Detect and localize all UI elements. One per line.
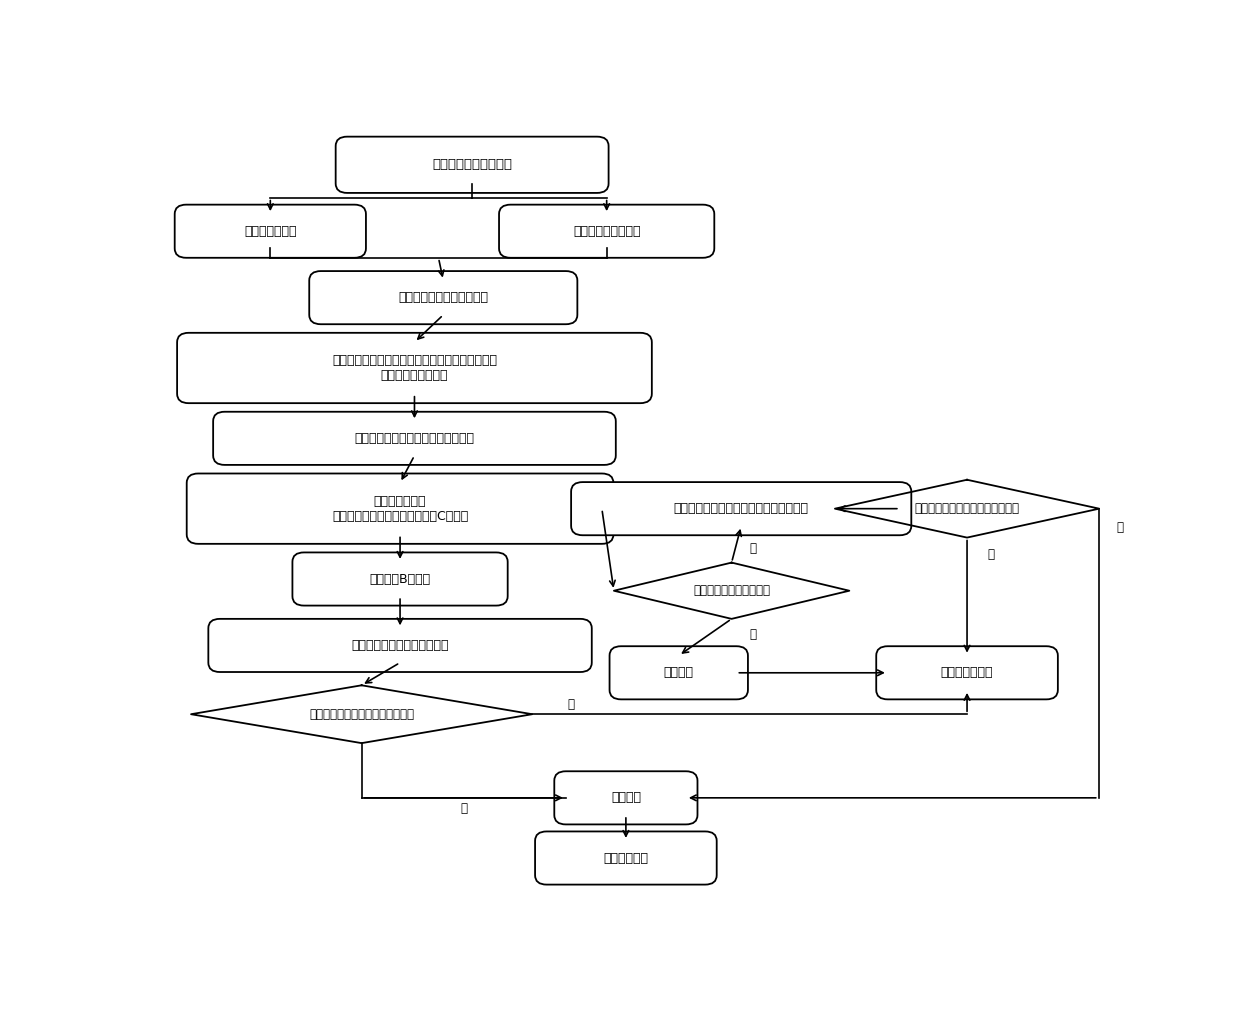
FancyBboxPatch shape <box>498 205 714 258</box>
Text: 网格中心为原点: 网格中心为原点 <box>244 224 296 238</box>
FancyBboxPatch shape <box>536 831 717 885</box>
FancyBboxPatch shape <box>175 205 366 258</box>
Polygon shape <box>614 562 849 619</box>
FancyBboxPatch shape <box>554 771 697 824</box>
Text: 以螺旋线为扫查路径: 以螺旋线为扫查路径 <box>573 224 640 238</box>
Text: 检测焊核是否存在缺陷？: 检测焊核是否存在缺陷？ <box>693 585 770 597</box>
FancyBboxPatch shape <box>610 647 748 699</box>
Text: 计算焊核所占网格比例获取焊核等效直径: 计算焊核所占网格比例获取焊核等效直径 <box>673 502 808 516</box>
FancyBboxPatch shape <box>572 482 911 535</box>
Text: 水平切面B扫成像: 水平切面B扫成像 <box>370 572 430 586</box>
Text: 焊核区域直径是否在合格范围内？: 焊核区域直径是否在合格范围内？ <box>309 707 414 721</box>
Polygon shape <box>191 685 532 743</box>
FancyBboxPatch shape <box>336 137 609 193</box>
Text: 是: 是 <box>1117 521 1123 534</box>
Text: 螺旋线所在的网格位置作为超声波数据的采集点，
进行超声波信号采集: 螺旋线所在的网格位置作为超声波数据的采集点， 进行超声波信号采集 <box>332 354 497 382</box>
Text: 否: 否 <box>987 548 994 561</box>
Text: 否: 否 <box>749 542 756 555</box>
Polygon shape <box>835 480 1099 538</box>
FancyBboxPatch shape <box>293 552 507 606</box>
Text: 电阻点焊成像网格划分: 电阻点焊成像网格划分 <box>432 158 512 172</box>
FancyBboxPatch shape <box>213 412 616 465</box>
Text: 点焊质量合格: 点焊质量合格 <box>604 852 649 865</box>
Text: 焊核等效直径是否在合格范围内？: 焊核等效直径是否在合格范围内？ <box>915 502 1019 516</box>
Text: 是: 是 <box>749 628 756 641</box>
Text: 否: 否 <box>567 698 574 712</box>
Text: 获取螺旋线所在网格的位置: 获取螺旋线所在网格的位置 <box>398 291 489 304</box>
Text: 点焊质量不合格: 点焊质量不合格 <box>941 666 993 679</box>
Text: 计算压痕深度和焊核区域直径: 计算压痕深度和焊核区域直径 <box>351 638 449 652</box>
Text: 设置四个阈门，
选取各个阈门之间的极大值进行C扫成像: 设置四个阈门， 选取各个阈门之间的极大值进行C扫成像 <box>332 494 469 523</box>
Text: 同时满足: 同时满足 <box>611 792 641 804</box>
FancyBboxPatch shape <box>877 647 1058 699</box>
FancyBboxPatch shape <box>309 271 578 324</box>
Text: 分析缺陷: 分析缺陷 <box>663 666 693 679</box>
Text: 是: 是 <box>460 802 467 815</box>
FancyBboxPatch shape <box>187 474 614 544</box>
Text: 采集到的超声波信号进行界面波对齐: 采集到的超声波信号进行界面波对齐 <box>355 431 475 445</box>
FancyBboxPatch shape <box>177 333 652 403</box>
FancyBboxPatch shape <box>208 619 591 672</box>
